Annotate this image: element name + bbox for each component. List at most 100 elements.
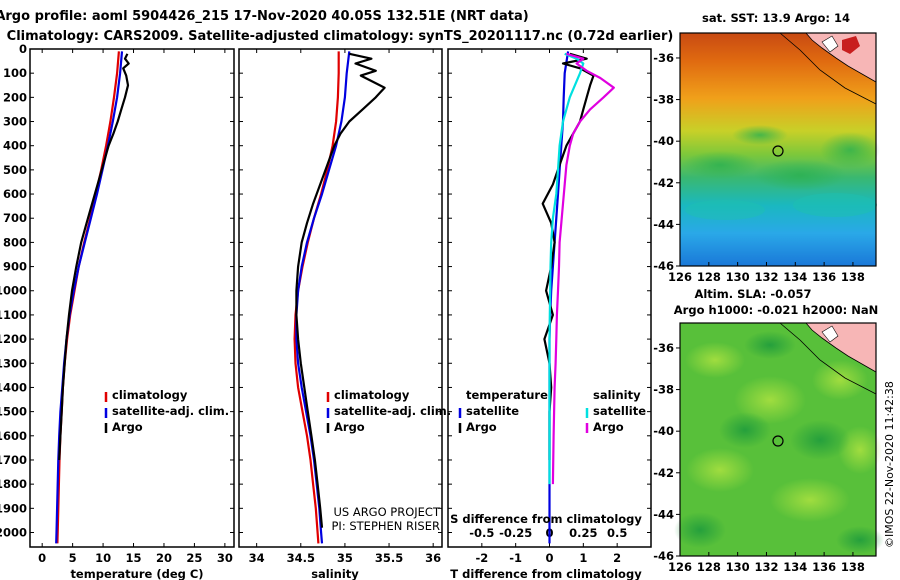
lon-tick-label: 130 — [726, 560, 750, 574]
sla-texture — [674, 331, 884, 554]
sst-map-frame — [679, 32, 877, 267]
imos-watermark: ©IMOS 22-Nov-2020 11:42:38 — [883, 381, 896, 548]
depth-tick-label: 1400 — [0, 380, 27, 394]
difference-series — [541, 51, 615, 544]
depth-tick-label: 700 — [3, 211, 27, 225]
lon-tick-label: 138 — [841, 560, 865, 574]
depth-tick-label: 1000 — [0, 284, 27, 298]
salinity-axis-ticks: 34 34.5 35 35.5 36 — [249, 49, 441, 565]
t-difference-axis-label: T difference from climatology — [450, 567, 642, 580]
figure-title-line2: Climatology: CARS2009. Satellite-adjuste… — [7, 29, 674, 44]
series-line-argo — [295, 52, 386, 528]
legend-label-climatology: climatology — [334, 388, 410, 402]
sst-land-patch — [842, 36, 860, 54]
depth-tick-label: 1100 — [0, 308, 27, 322]
x-tick-label: 1 — [579, 551, 587, 565]
sst-gulf — [821, 35, 839, 53]
argo-float-marker-sla — [772, 435, 784, 447]
legend-label-satellite-adj: satellite-adj. clim. — [334, 404, 451, 418]
lat-tick-label: -36 — [653, 341, 674, 355]
salinity-series — [293, 51, 386, 544]
sst-texture — [682, 125, 880, 220]
depth-tick-label: 1900 — [0, 501, 27, 515]
lat-tick-label: -40 — [653, 424, 674, 438]
depth-tick-label: 200 — [3, 90, 27, 104]
legend-label-argo: Argo — [112, 420, 143, 434]
salinity-panel: 34 34.5 35 35.5 36 salinity climatology sate… — [238, 48, 451, 580]
depth-tick-label: 400 — [3, 139, 27, 153]
lat-tick-label: -46 — [653, 549, 674, 563]
x2-tick-label: 0.5 — [607, 526, 627, 540]
sst-coast-line — [779, 32, 877, 105]
depth-tick-label: 1700 — [0, 453, 27, 467]
lat-tick-label: -38 — [653, 383, 674, 397]
sla-map-frame — [679, 322, 877, 557]
difference-legend: temperature salinity satellite Argo sate… — [458, 388, 646, 434]
legend-label-temp-argo: Argo — [466, 420, 497, 434]
legend-label-temp-satellite: satellite — [466, 404, 519, 418]
credit-project: US ARGO PROJECT — [333, 505, 441, 519]
x-tick-label: 2 — [613, 551, 621, 565]
depth-tick-label: 800 — [3, 235, 27, 249]
temperature-panel-frame — [29, 48, 235, 548]
depth-tick-label: 1200 — [0, 332, 27, 346]
sla-lon-ticks: 126 128 130 132 134 136 138 — [668, 552, 865, 574]
lat-tick-label: -40 — [653, 134, 674, 148]
lon-tick-label: 132 — [754, 560, 778, 574]
x-tick-label: 36 — [425, 551, 441, 565]
sla-coast-line — [779, 322, 877, 395]
sst-lat-ticks: -36 -38 -40 -42 -44 -46 — [653, 51, 680, 273]
legend-label-climatology: climatology — [112, 388, 188, 402]
lon-tick-label: 138 — [841, 270, 865, 284]
x2-tick-label: 0.25 — [569, 526, 597, 540]
depth-tick-label: 1600 — [0, 429, 27, 443]
difference-axis-ticks: -2 -1 0 1 2 — [475, 49, 621, 565]
salinity-axis-label: salinity — [311, 567, 359, 580]
depth-tick-label: 1800 — [0, 477, 27, 491]
lon-tick-label: 130 — [726, 270, 750, 284]
figure-title-line1: Argo profile: aoml 5904426_215 17-Nov-20… — [0, 9, 529, 24]
sla-lat-ticks: -36 -38 -40 -42 -44 -46 — [653, 341, 680, 563]
temperature-series — [55, 51, 130, 544]
lon-tick-label: 134 — [783, 270, 807, 284]
depth-tick-label: 1500 — [0, 405, 27, 419]
x-tick-label: 20 — [156, 551, 172, 565]
series-line-satellite-adj-clim- — [55, 51, 124, 544]
s-difference-axis-label: S difference from climatology — [450, 512, 642, 526]
lat-tick-label: -36 — [653, 51, 674, 65]
x-tick-label: 0 — [38, 551, 46, 565]
salinity-legend: climatology satellite-adj. clim. Argo — [326, 388, 451, 434]
x-tick-label: 15 — [126, 551, 142, 565]
temperature-legend: climatology satellite-adj. clim. Argo — [104, 388, 229, 434]
lon-tick-label: 126 — [668, 270, 692, 284]
lon-tick-label: 136 — [812, 560, 836, 574]
x-tick-label: 10 — [95, 551, 111, 565]
sla-map: Altim. SLA: -0.057 Argo h1000: -0.021 h2… — [653, 287, 884, 574]
sst-map: sat. SST: 13.9 Argo: 14 126 128 130 132 134 1… — [653, 11, 880, 284]
lat-tick-label: -44 — [653, 507, 674, 521]
sla-map-title-line1: Altim. SLA: -0.057 — [694, 287, 811, 301]
temperature-panel: 0100200300400500600700800900100011001200… — [0, 42, 235, 580]
depth-tick-label: 900 — [3, 260, 27, 274]
sst-lon-ticks: 126 128 130 132 134 136 138 — [668, 262, 865, 284]
series-line-climatology — [56, 51, 120, 544]
salinity-panel-frame — [238, 48, 443, 548]
x-tick-label: 25 — [186, 551, 202, 565]
legend-heading-temperature: temperature — [466, 388, 548, 402]
argo-float-marker — [772, 145, 784, 157]
temperature-axis-ticks: 0 5 10 15 20 25 30 — [38, 49, 233, 565]
credit-pi: PI: STEPHEN RISER — [332, 519, 441, 533]
difference-depth-ticks — [448, 48, 651, 533]
x-tick-label: 34.5 — [287, 551, 315, 565]
temperature-axis-label: temperature (deg C) — [70, 567, 203, 580]
x-tick-label: 5 — [69, 551, 77, 565]
x-tick-label: -1 — [509, 551, 522, 565]
legend-label-sal-satellite: satellite — [593, 404, 646, 418]
lat-tick-label: -46 — [653, 259, 674, 273]
x-tick-label: 35.5 — [375, 551, 403, 565]
difference-panel: -2 -1 0 1 2 -0.5 -0.25 0 0.25 0.5 T difference f… — [447, 48, 652, 580]
depth-axis-ticks: 0 100 200 300 400 500 600 700 800 900 1000 1100 1200… — [0, 42, 234, 539]
lon-tick-label: 132 — [754, 270, 778, 284]
depth-tick-label: 600 — [3, 187, 27, 201]
